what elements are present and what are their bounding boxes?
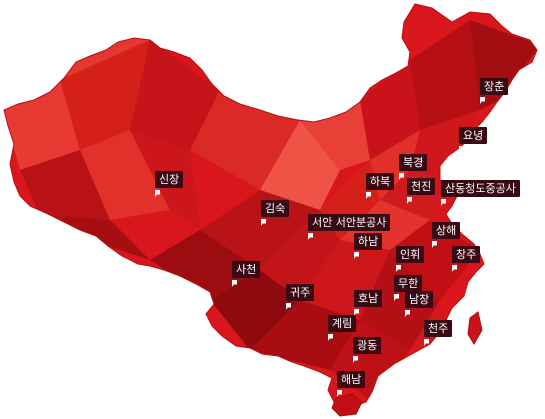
pin-flag-icon xyxy=(452,265,457,272)
pin-flag-icon xyxy=(354,309,359,316)
pin-xian[interactable]: 서안 서안분공사 xyxy=(308,214,391,240)
pin-label: 남창 xyxy=(405,291,434,308)
pin-flag-icon xyxy=(232,280,237,287)
pin-label: 김숙 xyxy=(261,200,290,217)
pin-label: 장춘 xyxy=(480,78,509,95)
pin-flag-icon xyxy=(366,192,371,199)
pin-label: 사천 xyxy=(232,261,261,278)
pin-xinjiang[interactable]: 신장 xyxy=(155,171,184,197)
pin-flag-icon xyxy=(459,146,464,153)
pin-tianjin[interactable]: 천진 xyxy=(407,178,436,204)
pin-flag-icon xyxy=(354,252,359,259)
pin-flag-icon xyxy=(337,390,342,397)
pin-label: 창주 xyxy=(452,246,481,263)
pin-quanzhou[interactable]: 천주 xyxy=(424,320,453,346)
pin-liaoning[interactable]: 요녕 xyxy=(459,127,488,153)
pin-label: 인휘 xyxy=(396,246,425,263)
pin-label: 귀주 xyxy=(286,284,315,301)
pin-label: 북경 xyxy=(399,154,428,171)
pin-flag-icon xyxy=(424,339,429,346)
pin-label: 상해 xyxy=(432,222,461,239)
pin-hainan[interactable]: 해남 xyxy=(337,371,366,397)
pin-changzhou[interactable]: 창주 xyxy=(452,246,481,272)
pin-flag-icon xyxy=(432,241,437,248)
pin-label: 계림 xyxy=(328,315,357,332)
pin-flag-icon xyxy=(308,233,313,240)
pin-label: 무한 xyxy=(394,275,423,292)
pin-flag-icon xyxy=(328,334,333,341)
pin-flag-icon xyxy=(480,97,485,104)
pin-flag-icon xyxy=(155,190,160,197)
pin-nanchang[interactable]: 남창 xyxy=(405,291,434,317)
pin-shandong[interactable]: 산동청도중공사 xyxy=(441,180,520,206)
pin-label: 광동 xyxy=(353,337,382,354)
pin-flag-icon xyxy=(399,173,404,180)
pin-guangdong[interactable]: 광동 xyxy=(353,337,382,363)
pin-gansu[interactable]: 김숙 xyxy=(261,200,290,226)
pin-label: 천진 xyxy=(407,178,436,195)
pin-label: 신장 xyxy=(155,171,184,188)
pin-wuhan[interactable]: 무한 xyxy=(394,275,423,301)
pin-flag-icon xyxy=(286,303,291,310)
pin-flag-icon xyxy=(407,197,412,204)
pin-label: 요녕 xyxy=(459,127,488,144)
pin-guizhou[interactable]: 귀주 xyxy=(286,284,315,310)
pin-changchun[interactable]: 장춘 xyxy=(480,78,509,104)
pin-flag-icon xyxy=(441,199,446,206)
pin-label: 천주 xyxy=(424,320,453,337)
pin-label: 하남 xyxy=(354,233,383,250)
pin-flag-icon xyxy=(261,219,266,226)
pin-flag-icon xyxy=(394,294,399,301)
pin-label: 호남 xyxy=(354,290,383,307)
pin-flag-icon xyxy=(353,356,358,363)
pin-label: 해남 xyxy=(337,371,366,388)
pin-label: 하북 xyxy=(366,173,395,190)
pin-beijing[interactable]: 북경 xyxy=(399,154,428,180)
pin-hebei[interactable]: 하북 xyxy=(366,173,395,199)
pin-hunan[interactable]: 호남 xyxy=(354,290,383,316)
pin-anhui[interactable]: 인휘 xyxy=(396,246,425,272)
pin-flag-icon xyxy=(405,310,410,317)
pin-henan[interactable]: 하남 xyxy=(354,233,383,259)
pin-shanghai[interactable]: 상해 xyxy=(432,222,461,248)
pin-sichuan[interactable]: 사천 xyxy=(232,261,261,287)
pin-label: 산동청도중공사 xyxy=(441,180,520,197)
pin-label: 서안 서안분공사 xyxy=(308,214,391,231)
pin-flag-icon xyxy=(396,265,401,272)
pin-guilin[interactable]: 계림 xyxy=(328,315,357,341)
